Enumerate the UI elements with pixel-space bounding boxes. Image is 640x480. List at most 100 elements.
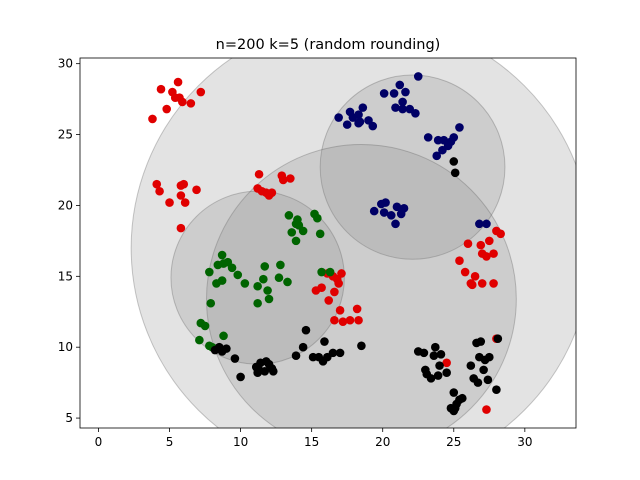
data-point: [337, 269, 346, 278]
data-point: [156, 84, 166, 94]
data-point: [205, 267, 214, 277]
data-points: [148, 72, 505, 416]
data-point: [253, 281, 262, 291]
data-point: [320, 337, 329, 346]
data-point: [493, 334, 503, 343]
data-point: [477, 279, 487, 288]
data-point: [433, 371, 443, 380]
data-point: [240, 279, 250, 288]
data-point: [286, 174, 295, 183]
data-point: [233, 270, 243, 280]
data-point: [392, 202, 402, 212]
data-point: [449, 157, 459, 166]
data-point: [419, 348, 429, 358]
data-point: [338, 317, 348, 326]
data-point: [219, 259, 228, 268]
data-point: [261, 188, 271, 197]
data-point: [489, 249, 498, 258]
data-point: [395, 80, 405, 90]
y-tick-label: 10: [58, 340, 73, 354]
y-tick-label: 5: [65, 411, 73, 425]
data-point: [259, 274, 268, 284]
data-point: [276, 260, 285, 270]
data-point: [217, 250, 227, 260]
data-point: [195, 335, 204, 345]
data-point: [391, 103, 400, 112]
data-point: [253, 298, 262, 308]
data-point: [389, 89, 399, 98]
y-tick-label: 20: [58, 198, 73, 212]
data-point: [435, 361, 444, 370]
data-point: [342, 120, 352, 129]
data-point: [186, 99, 196, 108]
data-point: [455, 123, 464, 132]
y-tick-label: 30: [58, 57, 73, 71]
data-point: [379, 89, 389, 98]
data-point: [379, 208, 389, 217]
x-axis: 0 5 10 15 20 25 30: [95, 428, 532, 449]
data-point: [217, 276, 227, 285]
data-point: [438, 145, 447, 155]
data-point: [274, 273, 284, 283]
data-point: [482, 405, 491, 414]
data-point: [460, 267, 470, 277]
data-point: [354, 118, 363, 128]
data-point: [334, 279, 343, 288]
data-point: [463, 239, 473, 249]
data-point: [335, 306, 345, 315]
data-point: [264, 294, 274, 304]
data-point: [162, 104, 171, 114]
data-point: [291, 351, 301, 361]
data-point: [179, 179, 189, 189]
x-tick-label: 25: [446, 435, 461, 449]
data-point: [476, 337, 486, 346]
data-point: [283, 277, 292, 287]
data-point: [399, 203, 409, 213]
data-point: [330, 287, 339, 297]
data-point: [485, 236, 494, 246]
data-point: [298, 342, 308, 352]
data-point: [317, 267, 326, 277]
data-point: [470, 272, 480, 281]
data-point: [152, 179, 162, 189]
data-point: [475, 219, 484, 229]
data-point: [263, 286, 272, 295]
data-point: [227, 263, 237, 273]
data-point: [222, 344, 231, 353]
data-point: [423, 133, 433, 142]
x-tick-label: 30: [517, 435, 532, 449]
data-point: [482, 219, 491, 229]
data-point: [313, 213, 322, 223]
data-point: [206, 298, 216, 308]
data-point: [450, 168, 460, 178]
data-point: [401, 87, 410, 97]
coverage-circles: [130, 58, 576, 428]
data-point: [436, 349, 446, 359]
x-tick-label: 10: [233, 435, 248, 449]
data-point: [398, 104, 407, 114]
data-point: [155, 186, 164, 196]
data-point: [148, 114, 157, 124]
data-point: [413, 72, 423, 81]
data-point: [260, 366, 270, 376]
data-point: [354, 110, 363, 120]
data-point: [429, 351, 439, 361]
data-point: [175, 93, 184, 102]
data-point: [369, 206, 379, 216]
data-point: [442, 368, 451, 378]
data-point: [328, 348, 338, 358]
plot-frame: [79, 57, 577, 429]
data-point: [317, 283, 326, 292]
x-tick-label: 15: [304, 435, 319, 449]
data-point: [496, 229, 505, 239]
data-point: [165, 198, 174, 207]
chart-title: n=200 k=5 (random rounding): [216, 37, 441, 53]
data-point: [345, 315, 355, 325]
data-point: [298, 226, 308, 236]
data-point: [287, 228, 297, 237]
data-point: [196, 87, 206, 97]
data-point: [230, 354, 240, 363]
data-point: [442, 358, 451, 368]
data-point: [301, 325, 311, 335]
